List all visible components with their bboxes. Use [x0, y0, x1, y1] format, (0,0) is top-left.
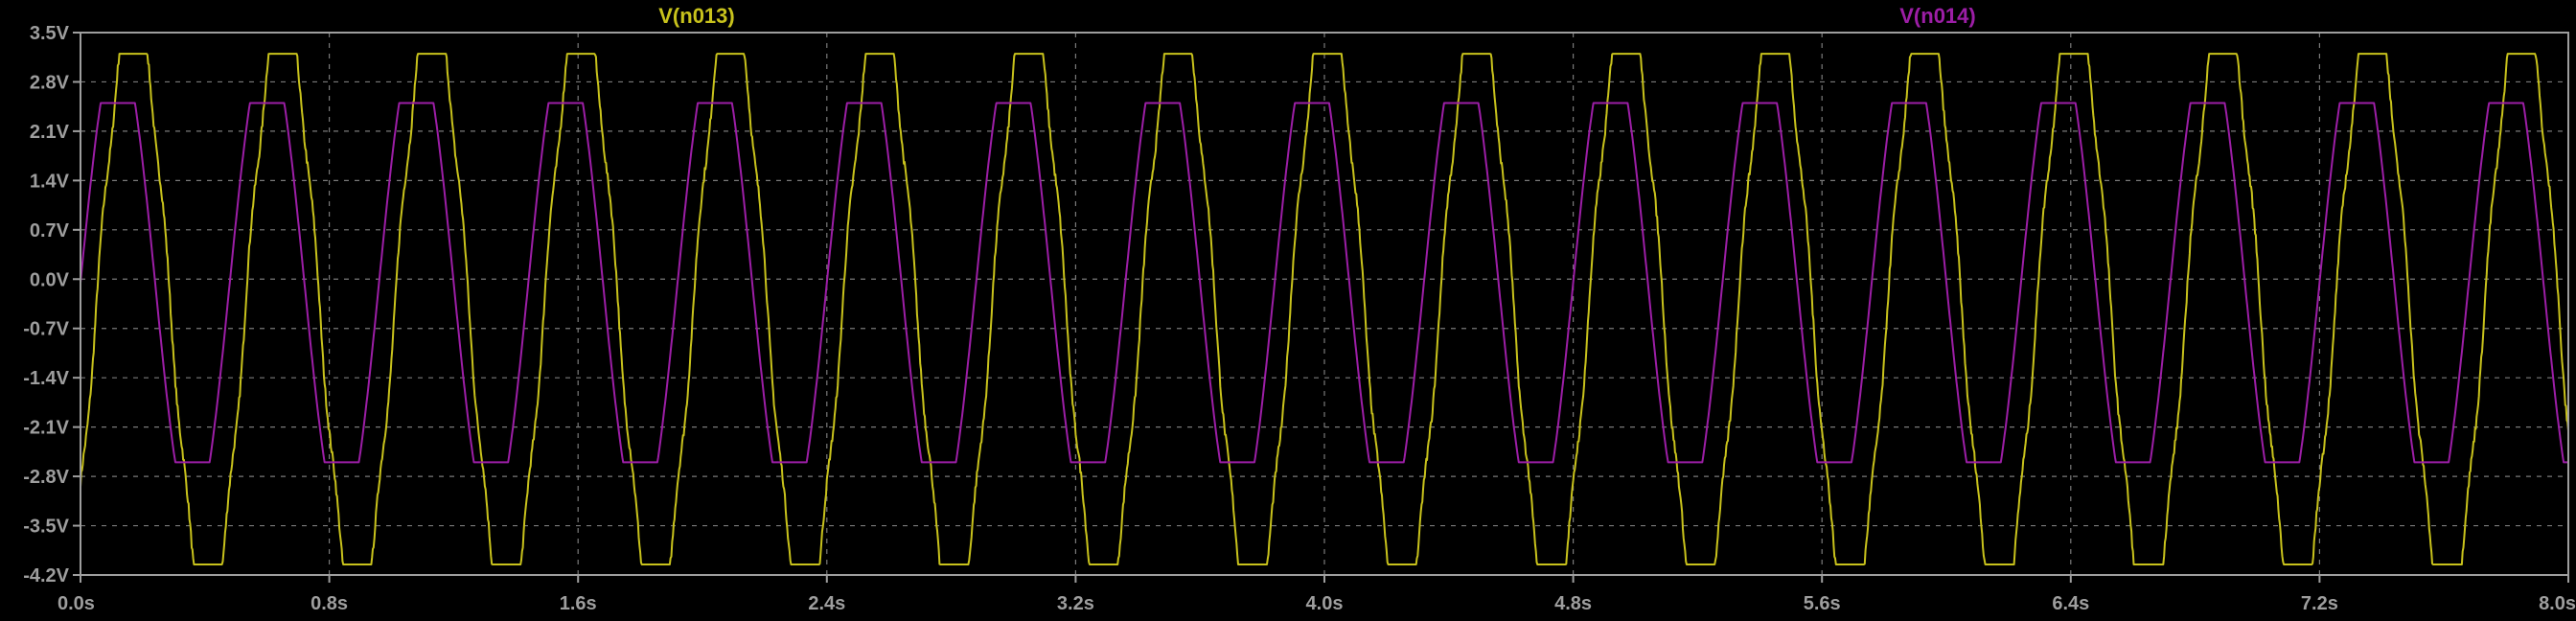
y-tick-label: -3.5V — [23, 517, 69, 538]
x-tick-label: 0.0s — [58, 593, 95, 614]
x-tick-label: 3.2s — [1057, 593, 1094, 614]
series-line-vn013 — [80, 53, 2569, 565]
legend-label-vn013[interactable]: V(n013) — [658, 4, 734, 28]
legend-label-vn014[interactable]: V(n014) — [1899, 4, 1975, 28]
y-tick-label: 3.5V — [30, 23, 70, 44]
grid-lines — [80, 32, 2569, 576]
x-tick-label: 7.2s — [2301, 593, 2338, 614]
y-tick-label: -2.1V — [23, 418, 69, 439]
x-tick-label: 1.6s — [560, 593, 597, 614]
x-tick-label: 5.6s — [1804, 593, 1841, 614]
series-group — [80, 53, 2569, 565]
x-axis: 0.0s 0.8s 1.6s 2.4s 3.2s 4.0s 4.8s 5.6s 6.4s 7.2s… — [58, 575, 2576, 614]
x-tick-label: 4.0s — [1306, 593, 1344, 614]
x-tick-label: 6.4s — [2052, 593, 2089, 614]
y-tick-label: -0.7V — [23, 319, 69, 340]
x-tick-label: 8.0s — [2539, 593, 2576, 614]
y-tick-label: 0.7V — [30, 220, 70, 242]
y-tick-label: 1.4V — [30, 171, 70, 192]
x-tick-label: 4.8s — [1554, 593, 1592, 614]
x-tick-label: 0.8s — [310, 593, 348, 614]
y-tick-label: 2.8V — [30, 72, 70, 93]
y-tick-label: -4.2V — [23, 565, 69, 586]
x-tick-label: 2.4s — [808, 593, 845, 614]
y-axis: 3.5V 2.8V 2.1V 1.4V 0.7V 0.0V -0.7V -1.4V -2.1V -… — [23, 23, 80, 586]
y-tick-label: -2.8V — [23, 467, 69, 488]
series-line-vn014 — [80, 102, 2569, 464]
y-tick-label: 2.1V — [30, 122, 70, 143]
legend[interactable]: V(n013) V(n014) — [658, 4, 1975, 28]
y-tick-label: -1.4V — [23, 368, 69, 389]
y-tick-label: 0.0V — [30, 269, 70, 290]
